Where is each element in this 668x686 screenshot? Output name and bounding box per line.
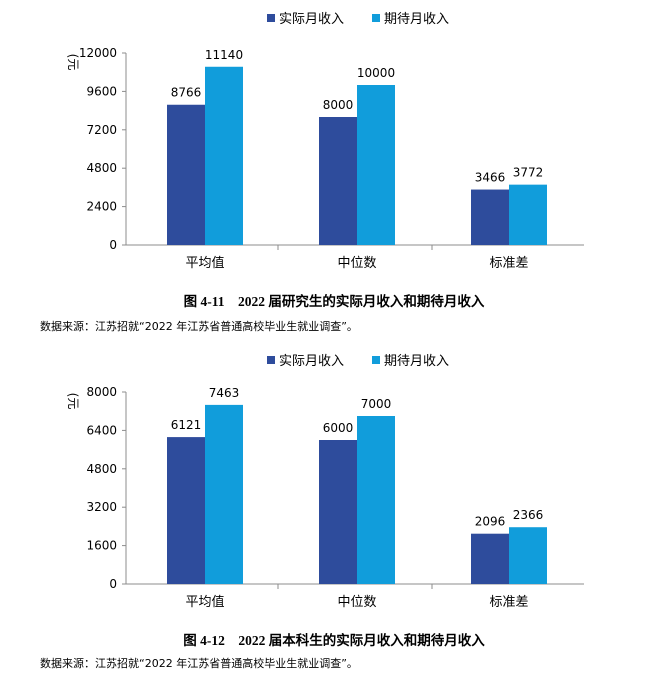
bar-expected-0	[205, 66, 243, 245]
y-tick-label: 1600	[86, 539, 117, 553]
x-category-label: 标准差	[489, 595, 528, 610]
bar-actual-1	[319, 117, 357, 245]
figure-caption: 图 4-11 2022 届研究生的实际月收入和期待月收入	[183, 294, 485, 309]
x-category-label: 平均值	[185, 255, 224, 271]
figure-caption: 图 4-12 2022 届本科生的实际月收入和期待月收入	[183, 633, 485, 648]
chart-figure-graduate: 实际月收入 期待月收入 0 2400 4800 7200 9600 12000 (元平均值 中位数…	[0, 0, 668, 340]
bar-actual-2	[471, 189, 509, 245]
bar-actual-0	[167, 104, 205, 245]
bar-value-label: 7463	[209, 386, 240, 400]
bar-expected-2	[509, 527, 547, 584]
bar-value-label: 8766	[171, 86, 202, 100]
y-tick-label: 4800	[86, 462, 117, 476]
y-axis-unit-label: (元	[66, 54, 80, 71]
bar-expected-0	[205, 404, 243, 584]
data-source-note: 数据来源：江苏招就“2022 年江苏省普通高校毕业生就业调查”。	[40, 657, 358, 670]
x-category-label: 中位数	[337, 256, 376, 271]
bar-actual-2	[471, 533, 509, 584]
bar-value-label: 10000	[357, 66, 395, 80]
bar-value-label: 6121	[171, 418, 202, 432]
bar-actual-1	[319, 440, 357, 584]
bar-expected-1	[357, 85, 395, 245]
bar-value-label: 8000	[323, 98, 354, 112]
bar-value-label: 3466	[475, 171, 506, 185]
y-tick-label: 0	[109, 238, 117, 252]
bar-expected-1	[357, 416, 395, 584]
y-tick-label: 9600	[86, 84, 117, 98]
legend-swatch-expected	[372, 356, 380, 364]
y-tick-label: 7200	[86, 123, 117, 137]
bar-value-label: 2096	[475, 515, 506, 529]
legend-label-expected: 期待月收入	[384, 12, 449, 27]
bar-value-label: 3772	[513, 166, 544, 180]
y-tick-label: 2400	[86, 200, 117, 214]
y-tick-label: 12000	[79, 46, 117, 60]
y-tick-label: 8000	[86, 385, 117, 399]
x-category-label: 标准差	[489, 256, 528, 271]
bar-expected-2	[509, 184, 547, 245]
bar-value-label: 6000	[323, 421, 354, 435]
y-tick-label: 4800	[86, 161, 117, 175]
y-axis-unit-label: (元	[66, 393, 80, 410]
x-category-label: 中位数	[337, 595, 376, 610]
y-tick-label: 0	[109, 577, 117, 591]
data-source-note: 数据来源：江苏招就“2022 年江苏省普通高校毕业生就业调查”。	[40, 320, 358, 333]
legend-label-expected: 期待月收入	[384, 354, 449, 369]
bar-actual-0	[167, 437, 205, 584]
bar-value-label: 11140	[205, 48, 243, 62]
legend-swatch-actual	[267, 14, 275, 22]
bar-value-label: 7000	[361, 397, 392, 411]
legend-label-actual: 实际月收入	[279, 354, 344, 369]
x-category-label: 平均值	[185, 594, 224, 610]
legend-swatch-actual	[267, 356, 275, 364]
chart-figure-undergraduate: 实际月收入 期待月收入 0 1600 3200 4800 6400 8000 (元平均值 中位数 标…	[0, 342, 668, 682]
legend-swatch-expected	[372, 14, 380, 22]
y-tick-label: 3200	[86, 500, 117, 514]
bar-value-label: 2366	[513, 508, 544, 522]
legend-label-actual: 实际月收入	[279, 12, 344, 27]
y-tick-label: 6400	[86, 423, 117, 437]
